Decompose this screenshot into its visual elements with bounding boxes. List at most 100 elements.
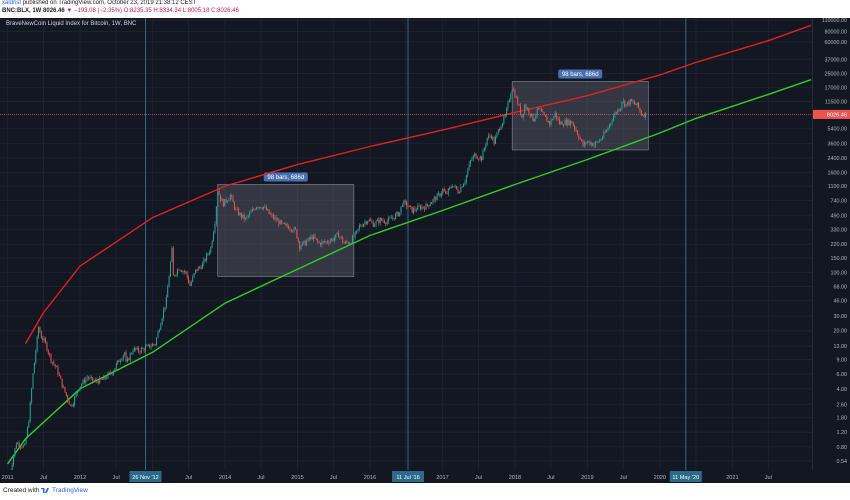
candle-body: [147, 344, 149, 346]
candle-body: [597, 141, 599, 143]
candle-body: [500, 127, 502, 130]
upper-curve: [24, 24, 812, 344]
price-axis[interactable]: 110000.00 80000.00 60000.00 37000.00 25000.0…: [812, 18, 850, 470]
candle-body: [324, 241, 326, 243]
author-link[interactable]: xaldrist: [2, 0, 22, 6]
candle-body: [603, 131, 605, 138]
candle-body: [333, 237, 335, 241]
candle-body: [124, 352, 126, 356]
candle-body: [179, 270, 181, 271]
candle-body: [358, 225, 360, 229]
candle-body: [221, 198, 223, 201]
price-tick-label: 46.00: [834, 299, 848, 305]
candle-body: [588, 141, 590, 143]
candle-body: [621, 102, 623, 109]
candle-body: [640, 110, 642, 115]
candle-body: [381, 218, 383, 221]
candle-body: [474, 153, 476, 156]
candle-body: [518, 104, 520, 106]
candle-body: [47, 350, 49, 354]
candle-body: [172, 247, 174, 276]
candle-body: [181, 270, 183, 272]
candle-body: [371, 220, 373, 223]
footer-brand-link[interactable]: TradingView: [52, 487, 88, 494]
candle-body: [142, 348, 144, 349]
candle-body: [146, 345, 148, 347]
candle-body: [422, 206, 424, 208]
candle-body: [635, 103, 637, 105]
candle-body: [353, 235, 355, 237]
candle-body: [531, 113, 533, 116]
candle-body: [224, 199, 226, 207]
candle-body: [397, 211, 399, 217]
candle-body: [542, 111, 544, 113]
candle-body: [301, 242, 303, 246]
candle-body: [110, 372, 112, 374]
candle-body: [24, 444, 26, 446]
candle-body: [53, 362, 55, 365]
chart-plot-area[interactable]: 98 bars, 686d 98 bars, 686d BraveNewCoin …: [0, 18, 812, 470]
candle-body: [14, 448, 16, 457]
candle-body: [379, 218, 381, 224]
candle-body: [532, 113, 534, 122]
candle-body: [501, 123, 503, 128]
candle-body: [589, 141, 591, 145]
time-axis[interactable]: 2011Jul2012Jul2013Jul2014Jul2015Jul2016J…: [0, 470, 850, 483]
candle-body: [335, 234, 337, 238]
candle-body: [54, 364, 56, 367]
price-tick-label: 2.60: [837, 402, 848, 408]
candle-body: [61, 378, 63, 388]
candle-body: [236, 209, 238, 210]
candle-body: [578, 134, 580, 139]
candle-body: [468, 164, 470, 171]
candle-body: [281, 220, 283, 223]
candle-body: [488, 135, 490, 138]
candle-body: [315, 238, 317, 240]
candle-body: [567, 119, 569, 125]
candle-body: [485, 144, 487, 149]
candle-body: [503, 116, 505, 124]
candle-body: [303, 240, 305, 243]
candle-body: [492, 137, 494, 139]
candle-body: [132, 351, 134, 354]
candle-body: [138, 347, 140, 352]
candle-body: [95, 379, 97, 382]
candle-body: [556, 112, 558, 119]
candle-body: [551, 119, 553, 121]
candle-body: [526, 108, 528, 109]
candle-body: [171, 247, 173, 263]
candle-body: [581, 139, 583, 141]
candle-body: [164, 307, 166, 310]
candle-body: [506, 108, 508, 116]
candle-body: [114, 368, 116, 371]
candle-body: [446, 193, 448, 195]
candle-body: [293, 227, 295, 232]
candle-body: [208, 252, 210, 254]
candle-body: [524, 104, 526, 114]
candle-body: [457, 189, 459, 194]
candle-body: [420, 206, 422, 210]
candle-body: [232, 196, 234, 203]
price-tick-label: 110000.00: [822, 18, 847, 24]
candle-body: [507, 101, 509, 109]
candle-body: [83, 379, 85, 383]
candle-body: [78, 389, 80, 392]
candle-body: [250, 211, 252, 213]
candle-body: [103, 376, 105, 380]
candle-body: [32, 373, 34, 389]
candle-body: [497, 129, 499, 133]
candle-body: [297, 237, 299, 242]
candle-body: [393, 217, 395, 220]
candle-body: [203, 259, 205, 264]
candle-body: [376, 219, 378, 222]
candle-body: [35, 351, 37, 363]
candle-body: [72, 404, 74, 407]
candle-body: [493, 137, 495, 144]
price-tick-label: 5400.00: [828, 127, 848, 133]
candle-body: [593, 144, 595, 146]
candle-body: [122, 355, 124, 360]
candle-body: [471, 159, 473, 161]
candle-body: [617, 109, 619, 114]
candle-body: [349, 243, 351, 245]
candle-body: [76, 391, 78, 394]
